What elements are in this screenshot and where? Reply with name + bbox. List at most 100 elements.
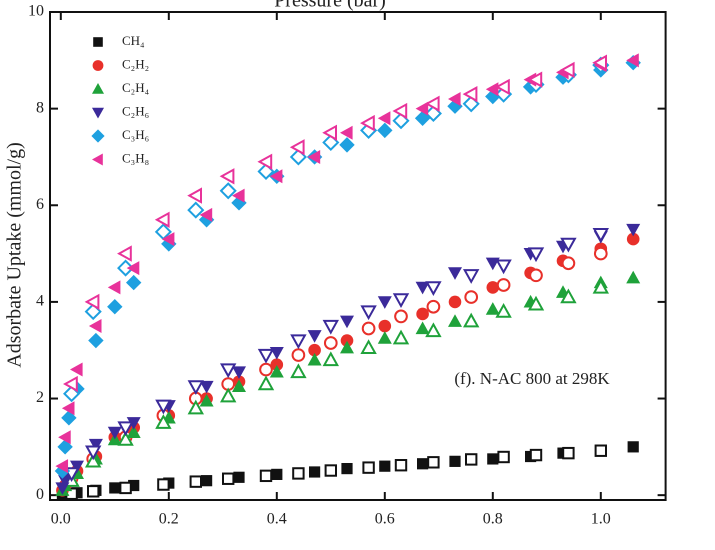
adsorption-point xyxy=(270,358,284,372)
y-tick-label: 0 xyxy=(36,486,44,503)
adsorption-point xyxy=(626,223,641,237)
desorption-point xyxy=(259,469,273,483)
adsorption-point xyxy=(340,125,353,140)
adsorption-point xyxy=(379,460,391,472)
adsorption-point xyxy=(485,82,499,97)
desorption-point xyxy=(425,322,442,338)
desorption-point xyxy=(495,303,512,318)
adsorption-point xyxy=(486,281,500,294)
adsorption-point xyxy=(109,482,121,494)
desorption-point xyxy=(463,312,480,328)
desorption-point xyxy=(464,290,479,304)
adsorption-point xyxy=(269,364,284,378)
y-tick-label: 2 xyxy=(36,389,44,406)
adsorption-point xyxy=(449,455,461,467)
desorption-point xyxy=(289,139,305,156)
adsorption-point xyxy=(340,334,354,347)
adsorption-point xyxy=(199,380,214,394)
desorption-point xyxy=(324,464,338,477)
adsorption-point xyxy=(199,207,213,222)
x-tick-label: 0.0 xyxy=(51,511,71,528)
desorption-point xyxy=(495,259,512,275)
desorption-point xyxy=(529,268,543,283)
desorption-point xyxy=(561,256,576,271)
desorption-point xyxy=(187,187,202,204)
desorption-point xyxy=(222,472,235,485)
desorption-point xyxy=(292,467,305,480)
adsorption-point xyxy=(307,330,322,343)
adsorption-point xyxy=(377,111,391,126)
desorption-point xyxy=(155,414,172,429)
adsorption-point xyxy=(201,475,213,487)
adsorption-point xyxy=(626,270,641,284)
adsorption-point xyxy=(377,331,392,344)
desorption-point xyxy=(63,375,78,393)
desorption-point xyxy=(424,95,440,113)
adsorption-point xyxy=(378,319,392,333)
desorption-point xyxy=(117,431,134,446)
adsorption-point xyxy=(448,91,461,106)
desorption-point xyxy=(257,153,273,170)
desorption-point xyxy=(427,456,440,469)
desorption-point xyxy=(360,114,375,132)
desorption-point xyxy=(291,348,306,362)
desorption-point xyxy=(220,363,237,379)
desorption-point xyxy=(495,78,510,96)
desorption-point xyxy=(187,380,204,396)
desorption-point xyxy=(322,124,337,141)
adsorption-point xyxy=(126,274,142,291)
desorption-point xyxy=(527,247,545,263)
adsorption-point xyxy=(487,453,499,465)
desorption-point xyxy=(463,269,480,284)
adsorption-point xyxy=(232,366,246,379)
desorption-point xyxy=(117,421,134,437)
y-tick-label: 10 xyxy=(28,3,44,20)
legend-label: CH₄ xyxy=(122,33,145,48)
adsorption-point xyxy=(417,458,429,470)
adsorption-point xyxy=(70,362,83,377)
desorption-point xyxy=(592,228,609,243)
desorption-point xyxy=(360,339,377,355)
adsorption-point xyxy=(415,281,430,295)
adsorption-point xyxy=(307,149,321,164)
adsorption-point xyxy=(126,261,140,276)
y-axis-label: Adsorbate Uptake (mmol/g) xyxy=(4,142,26,368)
desorption-point xyxy=(220,387,237,403)
legend-marker xyxy=(92,60,104,71)
desorption-point xyxy=(290,334,307,350)
desorption-point xyxy=(392,102,408,120)
x-tick-label: 0.6 xyxy=(375,511,395,528)
adsorption-point xyxy=(107,280,121,295)
desorption-point xyxy=(362,461,375,474)
x-tick-label: 0.8 xyxy=(483,511,503,528)
adsorption-point xyxy=(627,441,639,453)
x-tick-label: 0.2 xyxy=(159,511,179,528)
desorption-point xyxy=(462,85,478,103)
desorption-point xyxy=(189,475,203,488)
adsorption-point xyxy=(340,315,354,329)
adsorption-point xyxy=(107,426,122,440)
desorption-point xyxy=(496,278,511,292)
adsorption-point xyxy=(377,122,393,139)
desorption-point xyxy=(154,211,170,228)
desorption-point xyxy=(527,295,545,311)
desorption-point xyxy=(529,448,543,462)
legend-label: C₂H₂ xyxy=(122,56,149,71)
desorption-point xyxy=(360,305,377,321)
desorption-point xyxy=(560,237,577,253)
adsorption-point xyxy=(58,430,71,445)
adsorption-point xyxy=(485,302,500,315)
plot-frame xyxy=(49,11,667,501)
desorption-point xyxy=(322,319,339,335)
chart-title: Pressure (bar) xyxy=(274,0,386,12)
adsorption-point xyxy=(126,417,141,430)
desorption-point xyxy=(361,321,376,336)
adsorption-point xyxy=(377,296,392,309)
desorption-point xyxy=(592,54,607,71)
adsorption-point xyxy=(161,232,175,247)
legend-marker xyxy=(92,83,104,94)
x-tick-label: 1.0 xyxy=(591,511,611,528)
desorption-point xyxy=(426,299,441,314)
